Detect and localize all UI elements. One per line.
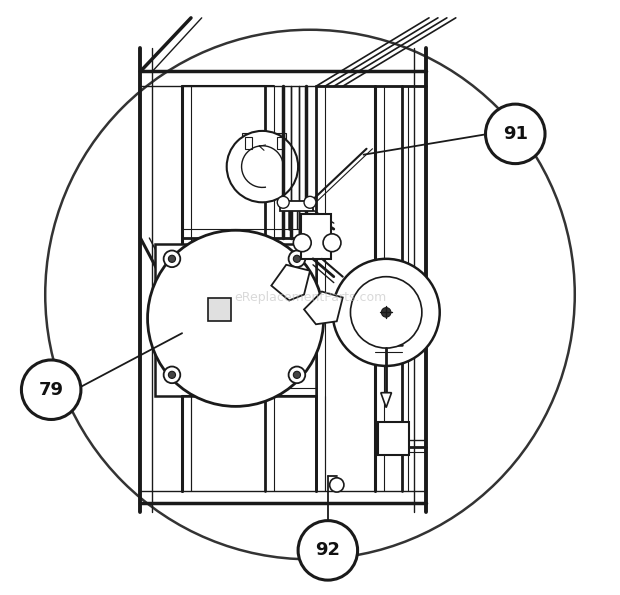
Circle shape	[277, 196, 289, 208]
Circle shape	[169, 371, 175, 378]
Bar	[277, 137, 285, 149]
Circle shape	[293, 234, 311, 252]
Bar	[378, 422, 409, 455]
Text: eReplacementParts.com: eReplacementParts.com	[234, 291, 386, 304]
Bar	[301, 214, 331, 259]
Circle shape	[148, 230, 324, 406]
Circle shape	[298, 521, 358, 580]
Circle shape	[381, 308, 391, 317]
Circle shape	[164, 250, 180, 267]
Circle shape	[288, 367, 305, 383]
Circle shape	[227, 131, 298, 202]
Bar	[242, 133, 286, 140]
Circle shape	[45, 30, 575, 559]
Bar	[208, 298, 231, 321]
Circle shape	[22, 360, 81, 419]
Circle shape	[485, 104, 545, 164]
Circle shape	[288, 250, 305, 267]
Polygon shape	[381, 393, 391, 408]
Circle shape	[330, 478, 344, 492]
Circle shape	[169, 255, 175, 262]
Circle shape	[350, 277, 422, 348]
Circle shape	[304, 196, 316, 208]
Text: 91: 91	[503, 125, 528, 143]
Text: 79: 79	[38, 381, 64, 399]
Bar	[155, 244, 316, 396]
Circle shape	[332, 259, 440, 366]
Bar	[244, 137, 252, 149]
Polygon shape	[272, 265, 310, 300]
Text: 92: 92	[316, 541, 340, 559]
Circle shape	[164, 367, 180, 383]
Polygon shape	[304, 292, 343, 324]
Circle shape	[293, 255, 301, 262]
Bar	[280, 201, 313, 211]
Circle shape	[323, 234, 341, 252]
Circle shape	[293, 371, 301, 378]
